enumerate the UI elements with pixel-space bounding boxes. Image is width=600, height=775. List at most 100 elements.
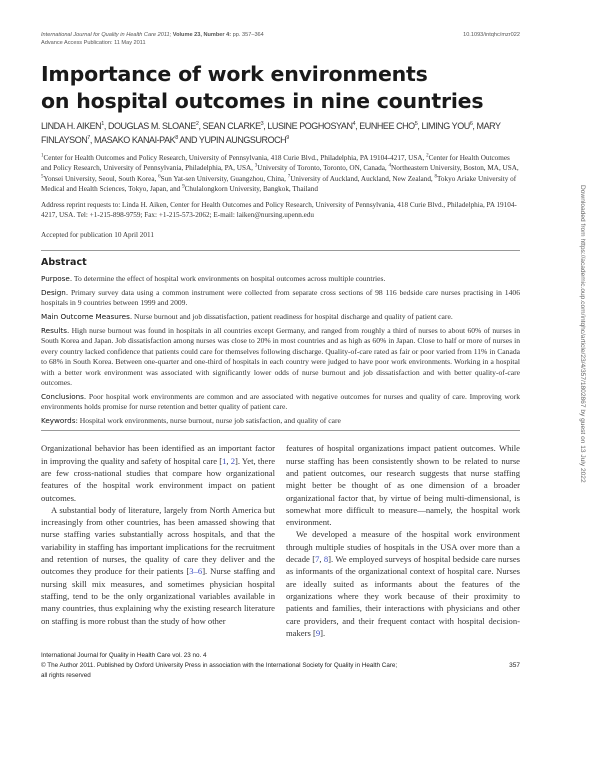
abstract-text: Nurse burnout and job dissatisfaction, p…	[134, 312, 453, 322]
body-text: ]. We employed surveys of hospital bedsi…	[286, 554, 521, 638]
affiliation-mark: 8	[434, 174, 438, 180]
doi: 10.1093/intqhc/mzr022	[463, 32, 520, 38]
abstract-section: Main Outcome Measures. Nurse burnout and…	[41, 312, 520, 322]
journal-name: International Journal for Quality in Hea…	[41, 32, 157, 38]
abstract-heading: Abstract	[41, 257, 87, 269]
author-name: YUPIN AUNGSUROCH	[198, 135, 287, 145]
author-list: LINDA H. AIKEN1, DOUGLAS M. SLOANE2, SEA…	[41, 119, 531, 147]
divider	[41, 249, 520, 252]
affiliation-mark: 6	[158, 174, 161, 180]
volume-number: Volume 23, Number 4:	[172, 32, 232, 38]
abstract-label: Main Outcome Measures.	[41, 312, 133, 322]
advance-access: Advance Access Publication: 11 May 2011	[41, 40, 146, 46]
author-name: MARY FINLAYSON	[41, 121, 501, 145]
download-watermark: Downloaded from https://academic.oup.com…	[578, 185, 586, 595]
page-number: 357	[509, 662, 520, 670]
body-text: ].	[320, 627, 326, 638]
body-text: ]. Nurse staffing and nursing skill mix …	[41, 566, 275, 626]
author-separator: ,	[263, 121, 268, 131]
body-text: Organizational behavior has been identif…	[41, 443, 275, 466]
abstract-body: Purpose. To determine the effect of hosp…	[41, 274, 520, 426]
affiliation-mark: 1	[41, 153, 44, 159]
affiliation-mark: 7	[287, 174, 291, 180]
rights-text: all rights reserved	[41, 672, 91, 680]
abstract-section: Purpose. To determine the effect of hosp…	[41, 274, 520, 284]
author-affiliation-mark: 2	[195, 121, 199, 127]
abstract-label: Keywords:	[41, 416, 78, 426]
running-header: International Journal for Quality in Hea…	[41, 31, 520, 47]
correspondence-address: Address reprint requests to: Linda H. Ai…	[41, 201, 517, 220]
abstract-text: High nurse burnout was found in hospital…	[41, 326, 520, 388]
author-separator: ,	[89, 135, 95, 145]
affiliation-mark: 2	[426, 153, 429, 159]
article-page: International Journal for Quality in Hea…	[41, 0, 520, 693]
paragraph: A substantial body of literature, largel…	[41, 504, 275, 627]
journal-year: 2011;	[157, 32, 172, 38]
body-text: A substantial body of literature, largel…	[41, 504, 275, 577]
copyright-symbol: ©	[41, 662, 46, 670]
abstract-text: To determine the effect of hospital work…	[73, 274, 386, 284]
affiliation: Northeastern University, Boston, MA, USA…	[391, 164, 519, 173]
author-name: EUNHEE CHO	[359, 121, 415, 131]
author-separator: ,	[103, 121, 108, 131]
citation-link[interactable]: 3–6	[189, 566, 203, 577]
abstract-label: Results.	[41, 326, 70, 336]
page-range: pp. 357–364	[232, 32, 264, 38]
body-columns: Organizational behavior has been identif…	[41, 442, 520, 639]
author-affiliation-mark: 5	[414, 121, 418, 127]
title-line: Importance of work environments	[41, 62, 428, 86]
citation-link[interactable]: 1	[222, 455, 227, 466]
citation-link[interactable]: 2	[230, 455, 236, 466]
author-name: LIMING YOU	[421, 121, 470, 131]
affiliation: Center for Health Outcomes and Policy Re…	[41, 154, 510, 173]
author-affiliation-mark: 8	[175, 135, 178, 141]
paragraph: Organizational behavior has been identif…	[41, 442, 275, 503]
title-line: on hospital outcomes in nine countries	[41, 89, 484, 113]
author-affiliation-mark: 4	[352, 121, 356, 127]
footer-journal: International Journal for Quality in Hea…	[41, 652, 207, 660]
affiliation: University of Auckland, Auckland, New Ze…	[290, 174, 435, 183]
body-text: ]. Yet, there are few cross-national stu…	[41, 455, 276, 503]
copyright-text: The Author 2011. Published by Oxford Uni…	[47, 662, 398, 670]
author-affiliation-mark: 7	[87, 135, 90, 141]
author-affiliation-mark: 6	[469, 121, 473, 127]
abstract-section: Results. High nurse burnout was found in…	[41, 326, 520, 388]
divider	[41, 429, 520, 432]
affiliation: Sun Yat-sen University, Guangzhou, China…	[160, 174, 288, 183]
article-title: Importance of work environments on hospi…	[41, 61, 520, 115]
affiliation: Yonsei University, Seoul, South Korea,	[43, 174, 159, 183]
body-column-right: features of hospital organizations impac…	[286, 442, 520, 639]
citation-link[interactable]: 7	[315, 554, 320, 565]
download-note: Downloaded from https://academic.oup.com…	[579, 185, 586, 483]
affiliation: Center for Health Outcomes and Policy Re…	[43, 154, 427, 162]
author-affiliation-mark: 3	[260, 121, 264, 127]
footer: International Journal for Quality in Hea…	[41, 651, 481, 681]
accepted-date: Accepted for publication 10 April 2011	[41, 230, 154, 239]
affiliation: Chulalongkorn University, Bangkok, Thail…	[184, 184, 318, 193]
author-name: MASAKO KANAI-PAK	[94, 135, 176, 145]
body-text: features of hospital organizations impac…	[286, 443, 520, 528]
keywords: Keywords: Hospital work environments, nu…	[41, 416, 520, 426]
author-separator: ,	[198, 121, 203, 131]
author-separator: AND	[177, 135, 199, 145]
paragraph: We developed a measure of the hospital w…	[286, 528, 520, 639]
citation-link[interactable]: 8	[323, 554, 329, 565]
abstract-label: Conclusions.	[41, 391, 87, 401]
affiliation-mark: 9	[182, 184, 185, 190]
author-separator: ,	[472, 121, 477, 131]
affiliation-mark: 5	[41, 174, 44, 180]
body-text: We developed a measure of the hospital w…	[286, 529, 520, 565]
author-separator: ,	[417, 121, 422, 131]
author-separator: ,	[355, 121, 360, 131]
author-affiliation-mark: 1	[101, 121, 104, 127]
affiliation: Tokyo Ariake University of Medical and H…	[41, 174, 517, 193]
abstract-label: Purpose.	[41, 274, 73, 284]
paragraph: features of hospital organizations impac…	[286, 442, 520, 528]
abstract-text: Primary survey data using a common instr…	[41, 288, 520, 308]
citation-link[interactable]: 9	[315, 627, 321, 638]
abstract-section: Design. Primary survey data using a comm…	[41, 288, 520, 309]
affiliations: 1Center for Health Outcomes and Policy R…	[41, 153, 520, 194]
affiliation-mark: 4	[388, 163, 392, 169]
abstract-text: Hospital work environments, nurse burnou…	[79, 416, 341, 426]
author-affiliation-mark: 9	[286, 135, 289, 141]
